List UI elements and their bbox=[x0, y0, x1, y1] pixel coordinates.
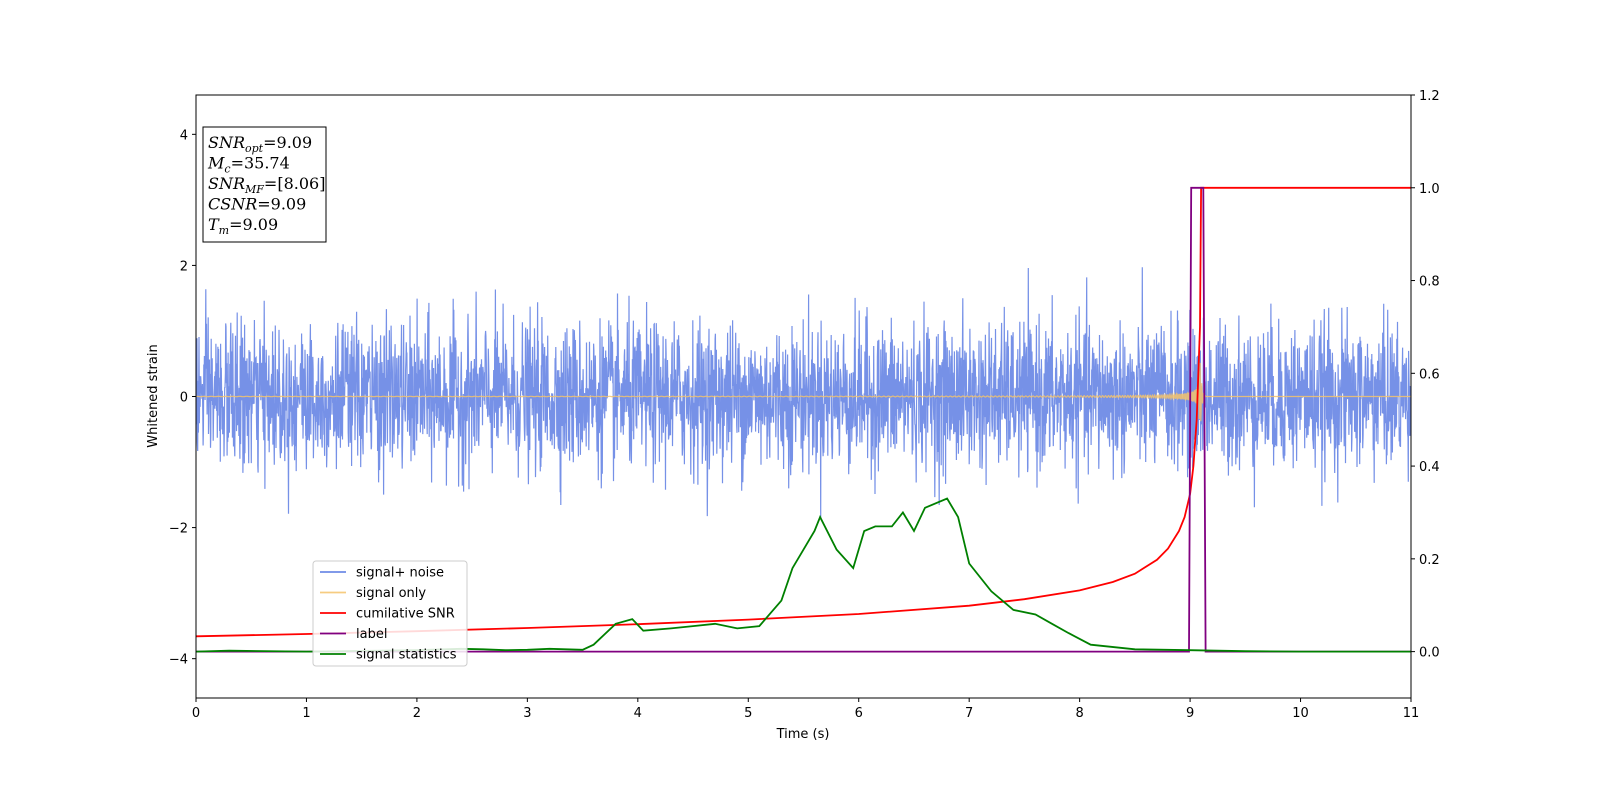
x-tick-label: 11 bbox=[1403, 706, 1420, 721]
series-signal-only-line bbox=[196, 362, 1411, 422]
x-tick-label: 3 bbox=[523, 706, 531, 721]
annotation-line: Mc=35.74 bbox=[207, 154, 290, 176]
x-tick-label: 8 bbox=[1075, 706, 1083, 721]
legend-label: signal only bbox=[356, 586, 426, 601]
annotation-line: SNRMF=[8.06] bbox=[208, 174, 325, 196]
y-left-tick-label: 0 bbox=[180, 391, 188, 406]
x-tick-label: 6 bbox=[855, 706, 863, 721]
y-right-tick-label: 1.0 bbox=[1419, 182, 1440, 197]
y-left-tick-label: −4 bbox=[169, 653, 188, 668]
y-right-tick-label: 0.8 bbox=[1419, 275, 1440, 290]
y-right-tick-label: 0.6 bbox=[1419, 367, 1440, 382]
legend-label: signal+ noise bbox=[356, 566, 444, 581]
legend-label: signal statistics bbox=[356, 648, 457, 663]
legend-label: label bbox=[356, 627, 387, 642]
x-tick-label: 2 bbox=[413, 706, 421, 721]
y-right-tick-label: 0.2 bbox=[1419, 553, 1440, 568]
annotation-box: SNRopt=9.09Mc=35.74SNRMF=[8.06]CSNR=9.09… bbox=[202, 126, 327, 243]
legend: signal+ noise signal only cumilative SNR la… bbox=[312, 560, 468, 667]
annotation-line: SNRopt=9.09 bbox=[208, 133, 312, 155]
x-tick-label: 10 bbox=[1292, 706, 1309, 721]
y-left-tick-label: −2 bbox=[169, 522, 188, 537]
x-tick-label: 7 bbox=[965, 706, 973, 721]
x-tick-label: 1 bbox=[302, 706, 310, 721]
x-tick-label: 5 bbox=[744, 706, 752, 721]
x-tick-label: 4 bbox=[634, 706, 642, 721]
x-tick-label: 0 bbox=[192, 706, 200, 721]
y-axis-label: Whitened strain bbox=[146, 344, 161, 447]
series-cumilative-snr-line bbox=[196, 186, 1411, 638]
y-right-tick-label: 0.4 bbox=[1419, 460, 1440, 475]
y-left-tick-label: 4 bbox=[180, 128, 188, 143]
x-axis-label: Time (s) bbox=[776, 727, 830, 742]
series-signal-statistics-line bbox=[196, 497, 1411, 653]
annotation-line: CSNR=9.09 bbox=[208, 195, 306, 214]
annotation-line: Tm=9.09 bbox=[208, 215, 278, 237]
series-signal-noise-line bbox=[196, 267, 1411, 519]
x-tick-label: 9 bbox=[1186, 706, 1194, 721]
y-right-tick-label: 1.2 bbox=[1419, 89, 1440, 104]
y-left-tick-label: 2 bbox=[180, 259, 188, 274]
legend-label: cumilative SNR bbox=[356, 607, 455, 622]
y-right-tick-label: 0.0 bbox=[1419, 646, 1440, 661]
